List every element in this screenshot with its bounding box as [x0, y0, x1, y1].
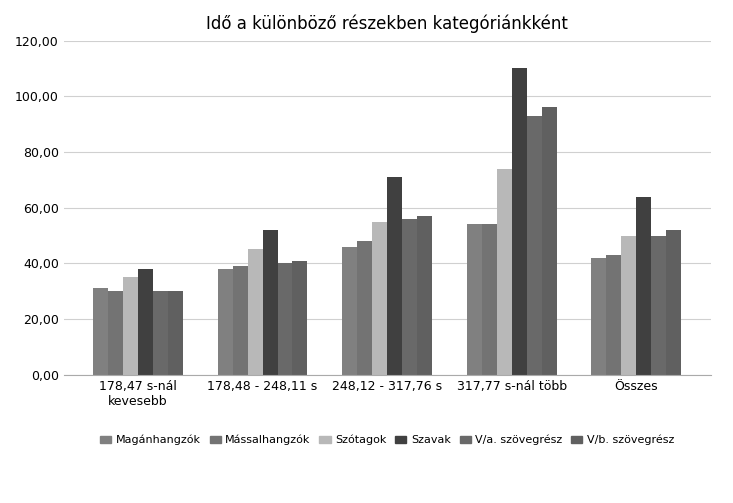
- Bar: [417, 216, 432, 375]
- Bar: [138, 269, 153, 375]
- Bar: [218, 269, 232, 375]
- Bar: [108, 291, 123, 375]
- Bar: [592, 258, 606, 375]
- Bar: [636, 197, 652, 375]
- Bar: [153, 291, 168, 375]
- Bar: [168, 291, 183, 375]
- Bar: [666, 230, 681, 375]
- Bar: [512, 68, 527, 375]
- Bar: [387, 177, 402, 375]
- Bar: [278, 264, 292, 375]
- Bar: [497, 169, 512, 375]
- Bar: [542, 108, 556, 375]
- Bar: [123, 277, 138, 375]
- Bar: [372, 222, 387, 375]
- Bar: [357, 241, 372, 375]
- Bar: [93, 288, 108, 375]
- Bar: [622, 235, 636, 375]
- Bar: [342, 246, 357, 375]
- Bar: [292, 261, 307, 375]
- Bar: [248, 249, 262, 375]
- Legend: Magánhangzók, Mássalhangzók, Szótagok, Szavak, V/a. szövegrész, V/b. szövegrész: Magánhangzók, Mássalhangzók, Szótagok, S…: [96, 431, 679, 450]
- Bar: [262, 230, 278, 375]
- Bar: [232, 266, 248, 375]
- Bar: [606, 255, 622, 375]
- Bar: [482, 224, 497, 375]
- Bar: [652, 235, 666, 375]
- Title: Idő a különböző részekben kategóriánkként: Idő a különböző részekben kategóriánkkén…: [206, 15, 568, 34]
- Bar: [402, 219, 417, 375]
- Bar: [527, 116, 542, 375]
- Bar: [467, 224, 482, 375]
